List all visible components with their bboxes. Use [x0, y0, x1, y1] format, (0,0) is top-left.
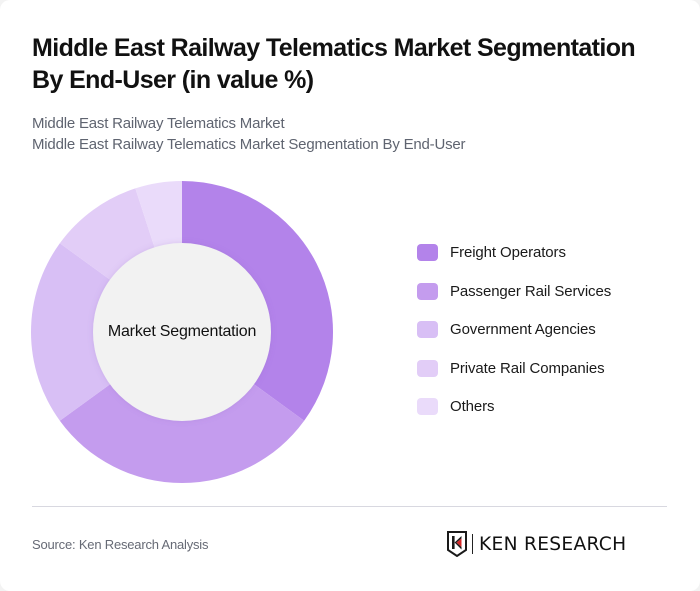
legend-item-government-agencies[interactable]: Government Agencies — [417, 320, 611, 339]
logo-divider — [472, 534, 473, 554]
legend-swatch — [417, 244, 438, 261]
source-note: Source: Ken Research Analysis — [32, 537, 209, 552]
legend-item-freight-operators[interactable]: Freight Operators — [417, 243, 611, 262]
legend: Freight Operators Passenger Rail Service… — [417, 243, 611, 436]
legend-label: Government Agencies — [450, 321, 596, 338]
donut-hole — [93, 243, 271, 421]
ken-research-logo: KEN RESEARCH — [447, 531, 629, 557]
chart-title: Middle East Railway Telematics Market Se… — [32, 34, 636, 94]
legend-item-private-rail-companies[interactable]: Private Rail Companies — [417, 359, 611, 378]
footer-divider — [32, 506, 667, 507]
legend-label: Passenger Rail Services — [450, 282, 612, 300]
legend-label: Others — [450, 398, 495, 415]
subtitle-market: Middle East Railway Telematics Market — [32, 115, 285, 132]
ken-research-shield-icon — [447, 531, 467, 557]
chart-subtitle: Middle East Railway Telematics Market Mi… — [32, 113, 672, 155]
legend-swatch — [417, 359, 438, 377]
logo-text: KEN RESEARCH — [479, 533, 627, 555]
donut-svg — [31, 181, 333, 483]
legend-label: Private Rail Companies — [450, 359, 605, 377]
legend-item-passenger-rail-services[interactable]: Passenger Rail Services — [417, 282, 611, 301]
legend-item-others[interactable]: Others — [417, 397, 611, 416]
legend-swatch — [417, 321, 438, 338]
legend-label: Freight Operators — [450, 244, 566, 261]
donut-chart: Market Segmentation — [30, 180, 334, 484]
legend-swatch — [417, 282, 438, 300]
legend-swatch — [417, 398, 438, 415]
subtitle-segmentation: Middle East Railway Telematics Market Se… — [32, 136, 466, 153]
